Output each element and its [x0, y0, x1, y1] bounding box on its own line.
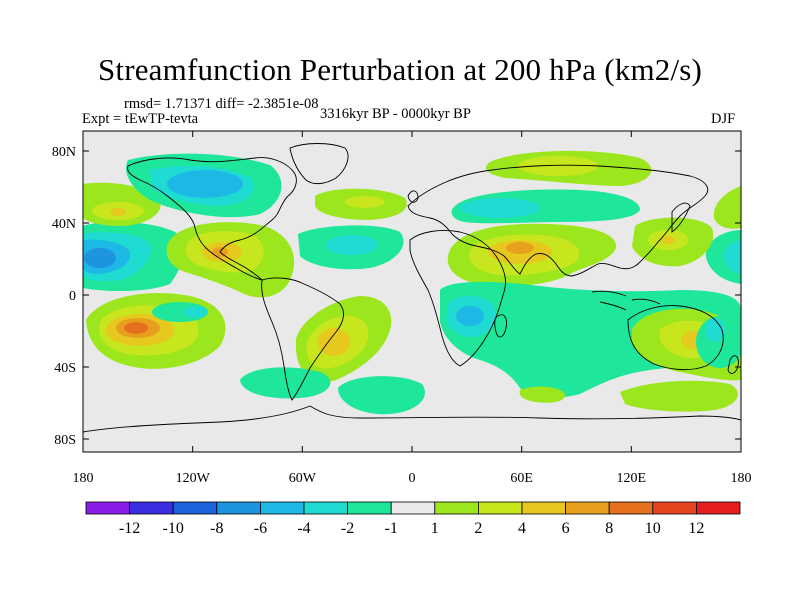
colorbar-label: 6 — [562, 520, 570, 537]
coast-greenland — [289, 143, 349, 185]
pos-core-south-america — [318, 328, 350, 356]
lat-label-40s: 40S — [54, 361, 76, 376]
chart-title: Streamfunction Perturbation at 200 hPa (… — [97, 52, 703, 87]
colorbar-swatch — [477, 501, 523, 515]
contour-fields — [83, 131, 741, 452]
pos-core-middle-east — [506, 242, 534, 254]
colorbar-label: -12 — [119, 520, 140, 537]
colorbar-label: 4 — [518, 520, 526, 537]
lon-label-120w: 120W — [176, 471, 211, 486]
colorbar-swatch — [347, 501, 392, 515]
pos-core-north-pacific — [110, 208, 126, 216]
colorbar-swatch — [565, 501, 610, 515]
lat-label-0: 0 — [69, 289, 76, 304]
season-label: DJF — [711, 111, 736, 127]
colorbar-label: 10 — [645, 520, 661, 537]
coast-africa — [409, 229, 507, 367]
lat-label-80s: 80S — [54, 433, 76, 448]
colorbar-swatch — [303, 501, 348, 515]
colorbar-swatch — [652, 501, 697, 515]
lon-labels: 180 120W 60W 0 60E 120E 180 — [73, 471, 752, 486]
neg-region-pacific-east-2 — [723, 240, 741, 274]
coastlines — [83, 143, 741, 433]
colorbar-label: -10 — [163, 520, 184, 537]
lat-labels: 80N 40N 0 40S 80S — [52, 145, 76, 448]
coast-antarctica — [83, 405, 741, 433]
colorbar-swatch — [521, 501, 566, 515]
neg-region-south-atlantic — [240, 367, 331, 399]
period-label: 3316kyr BP - 0000kyr BP — [320, 106, 471, 122]
lat-label-40n: 40N — [52, 217, 76, 232]
lon-label-180w: 180 — [73, 471, 94, 486]
pos-region-eurasia-north-2 — [518, 156, 598, 176]
neg-core-pacific-west — [84, 248, 116, 268]
coast-new-zealand — [727, 355, 739, 374]
stats-label: rmsd= 1.71371 diff= -2.3851e-08 — [124, 96, 319, 112]
lon-tick-marks — [192, 131, 632, 452]
lon-label-180e: 180 — [731, 471, 752, 486]
neg-region-tasman-2 — [705, 318, 725, 342]
neg-region-south-pacific-2 — [184, 306, 208, 318]
coast-north-america — [127, 157, 297, 281]
colorbar-swatch — [434, 501, 479, 515]
coast-madagascar — [494, 314, 507, 338]
colorbar-label: 1 — [431, 520, 439, 537]
experiment-label: Expt = tEwTP-tevta — [82, 111, 199, 127]
colorbar-swatch — [390, 501, 436, 515]
colorbar-swatch — [696, 501, 741, 515]
neg-region-eurasia-2 — [460, 198, 540, 218]
colorbar-swatch — [216, 501, 261, 515]
colorbar-label: -1 — [385, 520, 398, 537]
lon-label-60w: 60W — [289, 471, 317, 486]
pos-core-japan — [661, 236, 675, 244]
pos-core-south-pacific — [124, 322, 148, 334]
colorbar-label: 8 — [605, 520, 613, 537]
neg-region-atlantic-2 — [326, 235, 378, 255]
pos-region-southern-ocean-2 — [519, 386, 566, 403]
colorbar-label: 2 — [474, 520, 482, 537]
lat-tick-marks — [83, 150, 741, 440]
neg-region-south-atlantic-2 — [338, 376, 426, 415]
colorbar-label: 12 — [688, 520, 704, 537]
colorbar-label: -8 — [210, 520, 223, 537]
colorbar-swatch — [129, 501, 174, 515]
colorbar: -12 -10 -8 -6 -4 -2 -1 1 2 4 6 8 10 12 — [85, 501, 741, 537]
colorbar-swatch — [259, 501, 305, 515]
lat-label-80n: 80N — [52, 145, 76, 160]
coast-japan — [671, 202, 691, 233]
neg-core-indian-ocean — [456, 306, 484, 326]
coast-europe-asia — [407, 164, 709, 277]
colorbar-swatch — [608, 501, 654, 515]
pos-region-north-atlantic-2 — [345, 196, 385, 208]
pos-region-southern-ocean — [620, 380, 738, 412]
pos-region-nw-pacific — [713, 186, 741, 229]
colorbar-swatch — [85, 501, 130, 515]
lon-label-120e: 120E — [617, 471, 647, 486]
coast-south-america — [261, 277, 344, 401]
coast-uk — [407, 190, 419, 203]
coast-indonesia — [591, 290, 661, 311]
coast-australia — [627, 305, 724, 371]
lon-label-0: 0 — [409, 471, 416, 486]
colorbar-label: -2 — [341, 520, 354, 537]
colorbar-label: -4 — [297, 520, 310, 537]
lon-label-60e: 60E — [510, 471, 533, 486]
colorbar-swatch — [172, 501, 218, 515]
colorbar-label: -6 — [254, 520, 267, 537]
neg-core-north-america — [167, 170, 243, 198]
